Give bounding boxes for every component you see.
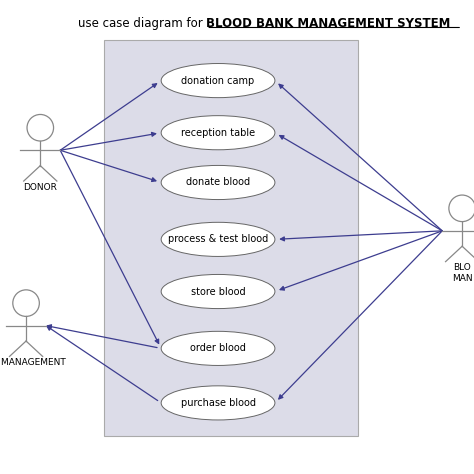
Circle shape: [449, 195, 474, 222]
Ellipse shape: [161, 331, 275, 365]
Ellipse shape: [161, 64, 275, 98]
Text: order blood: order blood: [190, 343, 246, 354]
Text: AL MANAGEMENT: AL MANAGEMENT: [0, 358, 65, 367]
Text: store blood: store blood: [191, 286, 246, 297]
Circle shape: [27, 115, 54, 141]
Ellipse shape: [161, 165, 275, 200]
Ellipse shape: [161, 116, 275, 150]
Text: donation camp: donation camp: [182, 75, 255, 86]
Text: process & test blood: process & test blood: [168, 234, 268, 245]
Text: reception table: reception table: [181, 128, 255, 138]
FancyBboxPatch shape: [104, 40, 358, 436]
Ellipse shape: [161, 386, 275, 420]
Text: BLO
MAN: BLO MAN: [452, 263, 473, 283]
Text: use case diagram for: use case diagram for: [78, 17, 206, 29]
Text: DONOR: DONOR: [23, 182, 57, 191]
Ellipse shape: [161, 274, 275, 309]
Ellipse shape: [161, 222, 275, 256]
Text: donate blood: donate blood: [186, 177, 250, 188]
Text: purchase blood: purchase blood: [181, 398, 255, 408]
Text: BLOOD BANK MANAGEMENT SYSTEM: BLOOD BANK MANAGEMENT SYSTEM: [206, 17, 451, 29]
Circle shape: [13, 290, 39, 317]
